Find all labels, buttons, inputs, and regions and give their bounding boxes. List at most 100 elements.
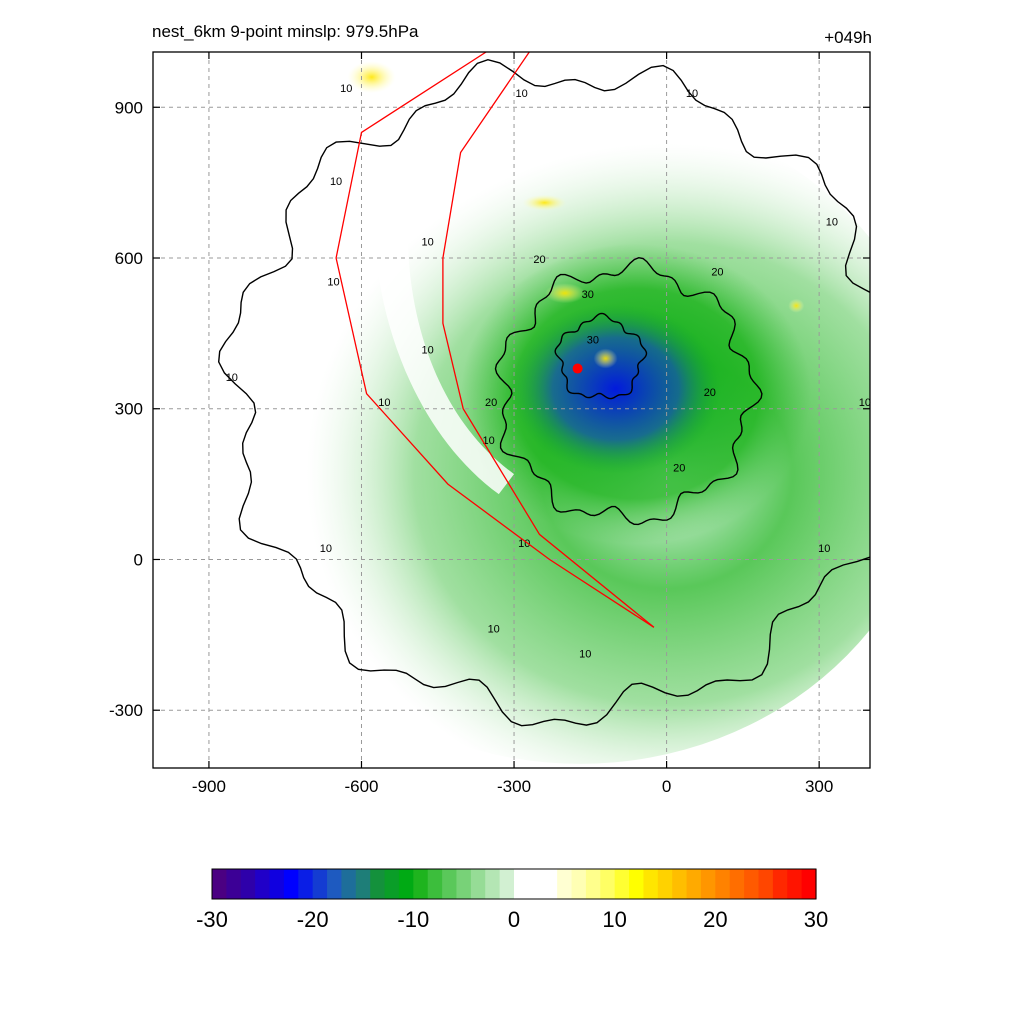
colorbar-box — [384, 869, 400, 899]
x-tick-label: 0 — [662, 777, 671, 796]
forecast-hour: +049h — [824, 28, 872, 47]
contour-label: 20 — [711, 267, 723, 279]
colorbar-box — [456, 869, 472, 899]
contour-10 — [217, 58, 870, 727]
colorbar-box — [643, 869, 659, 899]
contour-30 — [554, 312, 648, 400]
dry-slot-band — [373, 82, 515, 495]
x-tick-label: -300 — [497, 777, 531, 796]
colorbar-box — [370, 869, 386, 899]
colorbar-box — [672, 869, 688, 899]
contour-label: 10 — [340, 83, 352, 95]
wind-shading-field — [220, 61, 870, 764]
colorbar-box — [327, 869, 343, 899]
track-line — [335, 52, 655, 628]
y-tick-label: 900 — [115, 98, 143, 117]
colorbar-box — [413, 869, 429, 899]
colorbar-box — [801, 869, 817, 899]
colorbar-box — [427, 869, 443, 899]
contour-label: 10 — [421, 236, 433, 248]
colorbar-box — [269, 869, 285, 899]
colorbar-box — [686, 869, 702, 899]
colorbar-tick-label: -20 — [297, 907, 329, 932]
colorbar-box — [542, 869, 558, 899]
contour-20 — [494, 256, 763, 526]
colorbar-box — [557, 869, 573, 899]
y-tick-label: -300 — [109, 701, 143, 720]
colorbar-box — [787, 869, 803, 899]
contour-label: 10 — [518, 538, 530, 550]
y-tick-label: 0 — [134, 550, 143, 569]
y-tick-label: 300 — [115, 400, 143, 419]
colorbar-box — [283, 869, 299, 899]
colorbar-box — [255, 869, 271, 899]
contour-label: 20 — [673, 463, 685, 475]
colorbar-box — [499, 869, 515, 899]
yellow-patch — [347, 61, 396, 94]
colorbar-box — [571, 869, 587, 899]
contour-label: 20 — [704, 387, 716, 399]
x-tick-label: 300 — [805, 777, 833, 796]
colorbar-box — [226, 869, 242, 899]
colorbar-tick-label: -30 — [196, 907, 228, 932]
contour-labels: 10 10 10 10 10 10 10 20 20 30 10 30 10 20 10 10 20 10 20 10… — [226, 83, 871, 660]
colorbar-box — [657, 869, 673, 899]
contour-label: 10 — [488, 623, 500, 635]
colorbar-box — [715, 869, 731, 899]
colorbar-box — [442, 869, 458, 899]
colorbar-box — [600, 869, 616, 899]
contour-label: 10 — [378, 397, 390, 409]
axis-ticks: -900 -600 -300 0 300 -300 0 300 600 900 — [109, 52, 870, 796]
track-line — [442, 52, 655, 628]
colorbar-box — [470, 869, 486, 899]
colorbar-box — [355, 869, 371, 899]
colorbar-box — [398, 869, 414, 899]
contour-label: 20 — [533, 254, 545, 266]
storm-center-marker — [572, 363, 583, 374]
y-tick-label: 600 — [115, 249, 143, 268]
colorbar-box — [772, 869, 788, 899]
colorbar-tick-label: -10 — [397, 907, 429, 932]
colorbar-box — [298, 869, 314, 899]
contour-label: 10 — [327, 277, 339, 289]
blue-core-shading — [510, 303, 721, 474]
plot-frame — [152, 51, 871, 769]
colorbar-box — [758, 869, 774, 899]
yellow-patch — [522, 194, 567, 211]
yellow-patch — [593, 348, 618, 369]
x-tick-label: -600 — [344, 777, 378, 796]
colorbar-box — [614, 869, 630, 899]
colorbar-box — [514, 869, 529, 899]
yellow-patch — [788, 298, 805, 313]
contour-label: 10 — [482, 435, 494, 447]
contour-label: 10 — [818, 543, 830, 555]
colorbar: -30 -20 -10 0 10 20 30 — [196, 868, 828, 932]
contour-label: 10 — [579, 648, 591, 660]
contour-label: 10 — [421, 344, 433, 356]
wind-contours — [217, 58, 870, 727]
x-tick-label: -900 — [192, 777, 226, 796]
colorbar-box — [528, 869, 544, 899]
chart-title: nest_6km 9-point minslp: 979.5hPa — [152, 22, 419, 41]
colorbar-box — [729, 869, 745, 899]
contour-label: 20 — [485, 397, 497, 409]
contour-label: 30 — [582, 289, 594, 301]
track-lines — [335, 52, 655, 628]
contour-label: 10 — [826, 216, 838, 228]
contour-label: 10 — [516, 88, 528, 100]
colorbar-tick-label: 20 — [703, 907, 727, 932]
colorbar-box — [700, 869, 716, 899]
colorbar-box — [744, 869, 760, 899]
contour-label: 10 — [320, 543, 332, 555]
colorbar-tick-label: 10 — [602, 907, 626, 932]
colorbar-box — [629, 869, 645, 899]
colorbar-box — [485, 869, 501, 899]
colorbar-box — [585, 869, 601, 899]
yellow-patch — [544, 283, 585, 304]
contour-label: 10 — [686, 88, 698, 100]
contour-label: 10 — [330, 176, 342, 188]
colorbar-tick-label: 0 — [508, 907, 520, 932]
colorbar-box — [240, 869, 256, 899]
